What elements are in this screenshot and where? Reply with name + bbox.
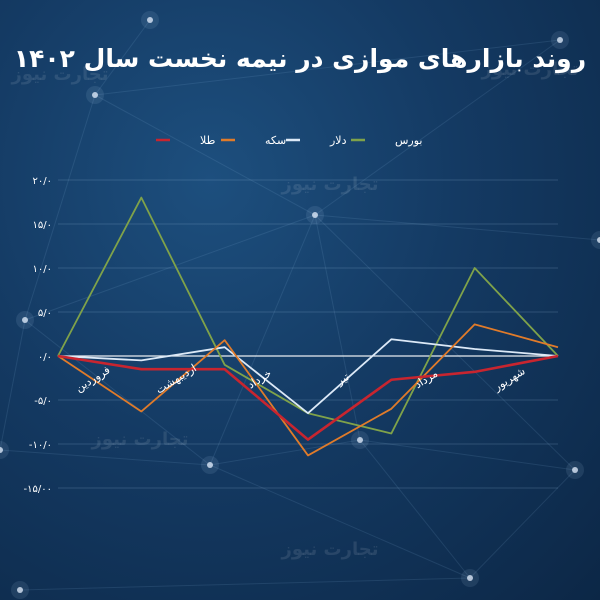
network-link <box>209 464 471 579</box>
network-link <box>314 214 600 241</box>
watermark-text: تجارت نیوز <box>11 64 109 85</box>
network-link <box>24 319 211 466</box>
series-line <box>57 323 559 457</box>
legend-label: بورس <box>395 134 422 147</box>
legend-item[interactable]: سکه <box>221 134 286 147</box>
y-tick-label: -۱۵/۰۰ <box>24 484 52 495</box>
network-node <box>312 212 318 218</box>
y-tick-label: ۵/۰ <box>38 308 52 319</box>
network-link <box>359 439 576 471</box>
series-lines <box>57 196 559 457</box>
network-node <box>467 575 473 581</box>
watermark-text: تجارت نیوز <box>91 429 189 450</box>
network-link <box>314 214 361 441</box>
network-node <box>0 447 3 453</box>
series-line <box>57 338 559 415</box>
network-node-glow <box>591 231 600 249</box>
network-link <box>94 19 151 96</box>
network-node-glow <box>0 441 9 459</box>
chart-title: روند بازارهای موازی در نیمه نخست سال ۱۴۰… <box>13 44 587 73</box>
x-tick-label: اردیبهشت <box>153 362 198 397</box>
network-link <box>469 469 576 579</box>
legend-item[interactable]: طلا <box>156 134 216 147</box>
y-tick-label: ۲۰/۰ <box>33 176 52 187</box>
network-node <box>557 37 563 43</box>
network-node <box>357 437 363 443</box>
network-link <box>314 39 561 216</box>
network-node <box>92 92 98 98</box>
network-link <box>94 39 561 96</box>
legend-label: سکه <box>265 134 286 147</box>
network-link <box>94 94 316 216</box>
legend-label: دلار <box>329 134 347 147</box>
network-node <box>572 467 578 473</box>
watermark-text: تجارت نیوز <box>481 59 579 80</box>
watermark-text: تجارت نیوز <box>281 539 379 560</box>
network-link <box>209 214 316 466</box>
y-tick-label: ۱۰/۰ <box>33 264 52 275</box>
y-axis: ۲۰/۰ ۱۵/۰ ۱۰/۰ ۵/۰ ۰/۰ -۵/۰ -۱۰/۰ -۱۵/۰۰ <box>24 176 52 495</box>
network-link <box>209 439 361 466</box>
network-node <box>22 317 28 323</box>
y-tick-label: ۱۵/۰ <box>33 220 52 231</box>
y-tick-label: ۰/۰ <box>38 352 52 363</box>
network-link <box>0 449 211 466</box>
watermark-text: تجارت نیوز <box>281 174 379 195</box>
network-link <box>314 214 576 471</box>
legend[interactable]: بورس دلار سکه طلا <box>156 134 422 147</box>
network-link <box>359 439 471 579</box>
watermark-layer: تجارت نیوز تجارت نیوز تجارت نیوز تجارت نیوز… <box>11 59 579 560</box>
network-link <box>19 577 471 591</box>
x-tick-label: مرداد <box>412 367 440 391</box>
network-node <box>597 237 600 243</box>
network-node <box>17 587 23 593</box>
legend-label: طلا <box>200 134 216 147</box>
network-link <box>24 94 96 321</box>
network-link <box>24 214 316 321</box>
x-axis: فروردین اردیبهشت خرداد تیر مرداد شهریور <box>73 362 527 397</box>
network-link <box>0 319 26 451</box>
network-node <box>147 17 153 23</box>
grid <box>58 179 558 489</box>
legend-item[interactable]: بورس <box>351 134 422 147</box>
network-node <box>207 462 213 468</box>
y-tick-label: -۱۰/۰ <box>29 440 52 451</box>
series-line <box>57 354 559 441</box>
y-tick-label: -۵/۰ <box>34 396 52 407</box>
x-tick-label: فروردین <box>73 363 112 394</box>
x-tick-label: تیر <box>333 370 351 388</box>
series-line <box>57 196 559 435</box>
legend-item[interactable]: دلار <box>286 134 347 147</box>
